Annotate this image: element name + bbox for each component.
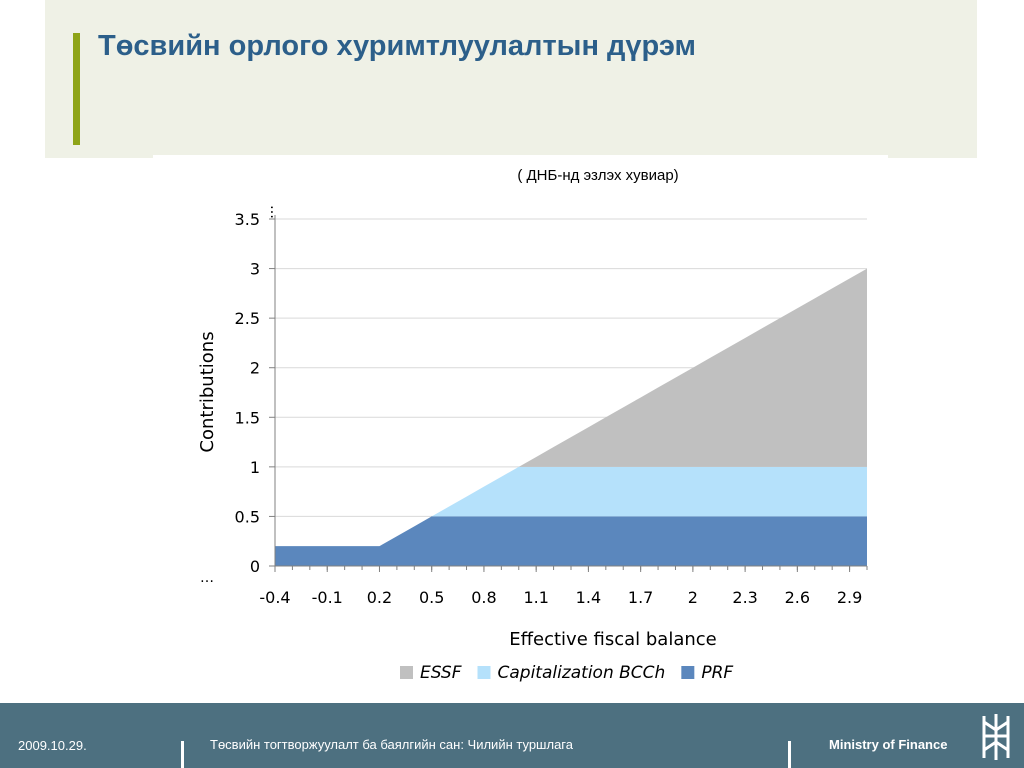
legend-label: ESSF [420,663,462,683]
y-tick-label: 3.5 [235,210,260,229]
x-tick-label: 1.7 [628,588,653,607]
y-tick-label: 1 [250,458,260,477]
x-tick-label: -0.4 [259,588,290,607]
x-axis-label: Effective fiscal balance [509,629,716,650]
area-series [275,268,867,566]
grid-lines [269,218,867,567]
x-tick-label: 0.8 [471,588,496,607]
legend-label: PRF [701,663,733,683]
footer-caption: Төсвийн тогтворжуулалт ба баялгийн сан: … [210,737,573,752]
y-axis-label: Contributions [197,331,218,452]
y-tick-label: 0 [250,557,260,576]
chart-frame: ( ДНБ-нд эзлэх хувиар) 0 0.5 1 1.5 2 2.5 3 3.5 … [153,155,888,700]
footer-separator [788,741,791,768]
footer-org: Ministry of Finance [829,737,948,752]
x-tick-label: 0.5 [419,588,444,607]
y-tick-labels: 0 0.5 1 1.5 2 2.5 3 3.5 [235,210,260,576]
x-tick-label: 2.6 [785,588,810,607]
footer-bar: 2009.10.29. Төсвийн тогтворжуулалт ба ба… [0,703,1024,768]
slide-title: Төсвийн орлого хуримтлуулалтын дүрэм [98,30,696,62]
y-tick-label: 2.5 [235,309,260,328]
footer-date: 2009.10.29. [18,738,87,753]
axis-break-mark: … [200,570,214,586]
header-band [45,0,977,158]
x-tick-label: 0.2 [367,588,392,607]
y-tick-label: 1.5 [235,408,260,427]
axis-break-marks: ……… [200,205,283,586]
x-tick-label: 1.4 [576,588,601,607]
ministry-logo-icon [982,714,1010,760]
title-accent-bar [73,33,80,145]
y-tick-label: 3 [250,260,260,279]
legend-swatch [400,666,413,679]
x-tick-label: -0.1 [312,588,343,607]
x-tick-label: 2.3 [732,588,757,607]
y-tick-label: 0.5 [235,507,260,526]
area-capitalization-bcch [275,466,867,547]
x-tick-label: 1.1 [523,588,548,607]
x-tick-label: 2.9 [837,588,862,607]
x-tick-labels: -0.4 -0.1 0.2 0.5 0.8 1.1 1.4 1.7 2 2.3 2.6 2.9 [259,588,862,607]
y-tick-label: 2 [250,359,260,378]
legend-swatch [681,666,695,679]
chart-subtitle: ( ДНБ-нд эзлэх хувиар) [517,167,678,184]
footer-separator [181,741,184,768]
axis-break-mark: … [267,205,283,219]
area-prf [275,516,867,566]
x-tick-label: 2 [688,588,698,607]
axes [274,215,868,572]
stacked-area-chart: ( ДНБ-нд эзлэх хувиар) 00.511.522.533.5 … [197,167,868,683]
chart-legend: ESSF Capitalization BCCh PRF [400,663,733,683]
legend-label: Capitalization BCCh [498,663,666,683]
area-essf [275,268,867,547]
legend-swatch [477,666,491,679]
